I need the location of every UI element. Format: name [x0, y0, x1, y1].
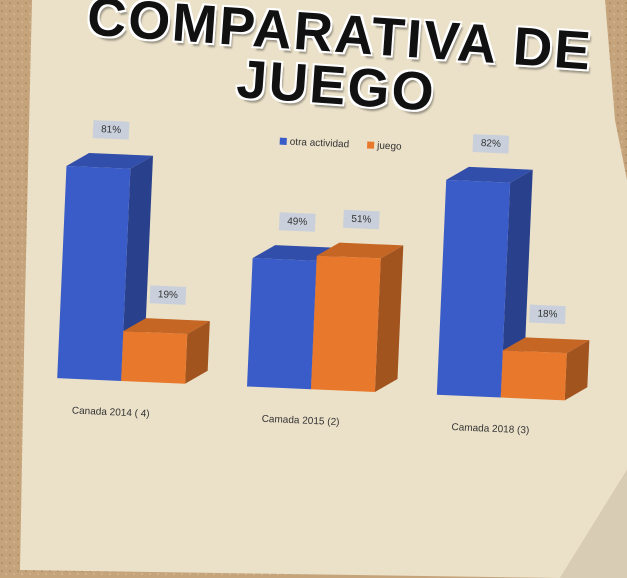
legend-swatch: [280, 138, 287, 145]
bar: [311, 256, 381, 392]
legend-label: juego: [376, 140, 402, 152]
value-label: 82%: [481, 138, 502, 150]
value-label: 19%: [158, 289, 179, 301]
legend-swatch: [367, 141, 374, 148]
bar: [247, 258, 317, 389]
bar: [57, 166, 130, 381]
value-label: 49%: [287, 216, 308, 228]
bar: [437, 180, 510, 398]
value-label: 81%: [101, 124, 122, 136]
bar: [121, 331, 187, 384]
value-label: 51%: [351, 214, 372, 226]
value-label: 18%: [537, 308, 558, 320]
poster: otra actividadjuego81%19%Canada 2014 ( 4…: [0, 0, 627, 578]
bar: [501, 350, 567, 400]
